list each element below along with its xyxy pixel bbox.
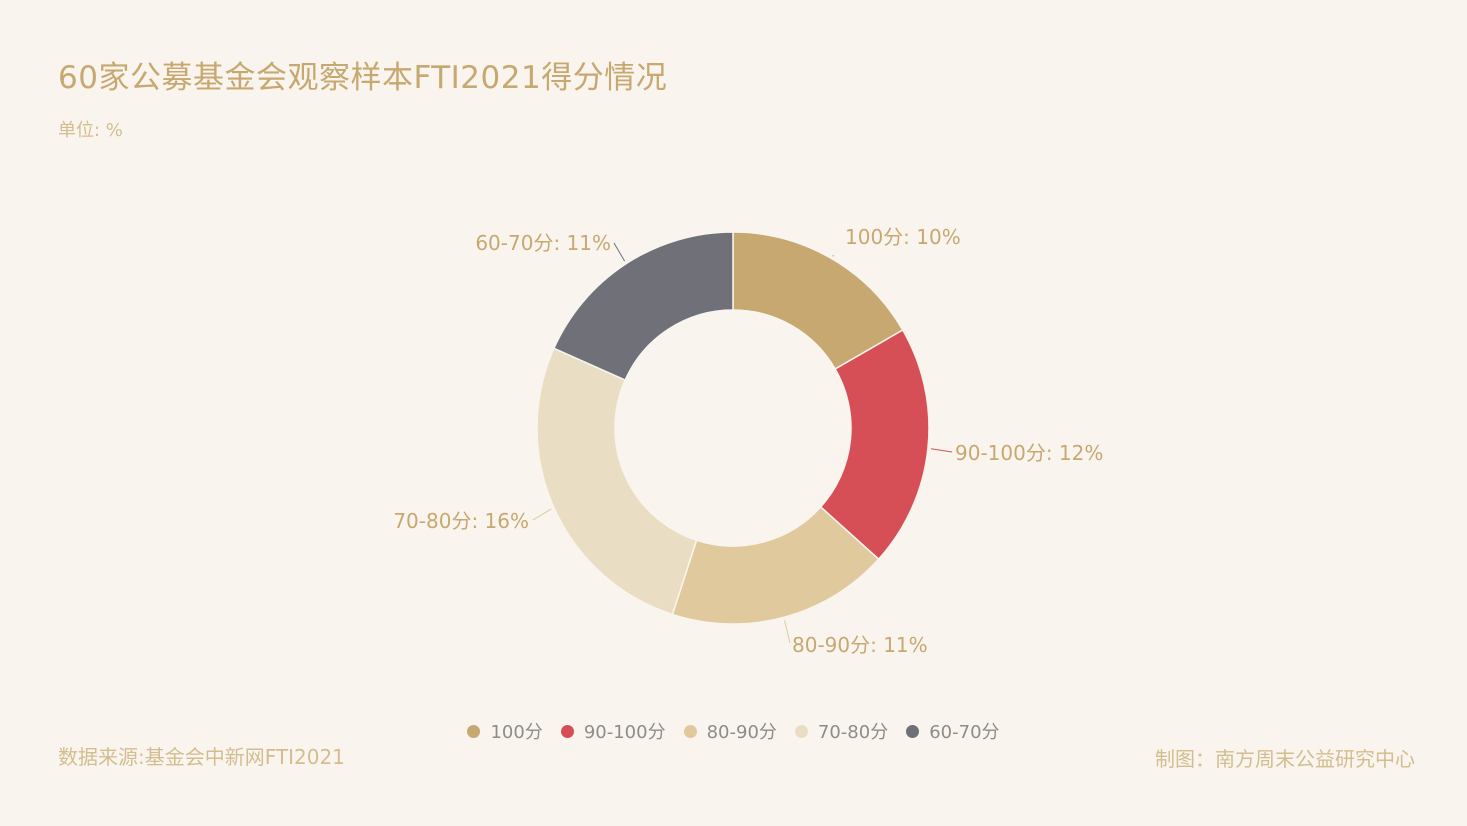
legend-swatch-3: [794, 724, 808, 738]
legend-label-2: 80-90分: [706, 722, 777, 743]
legend-swatch-0: [467, 724, 481, 738]
legend-item-1[interactable]: 90-100分: [560, 718, 666, 744]
leader-line-3: [532, 508, 552, 521]
donut-slice-4: [552, 231, 734, 381]
data-label-4: 60-70分: 11%: [475, 231, 611, 255]
legend-item-3[interactable]: 70-80分: [794, 718, 889, 744]
data-label-1: 90-100分: 12%: [955, 441, 1103, 465]
legend-item-4[interactable]: 60-70分: [906, 718, 1000, 744]
legend-swatch-2: [683, 724, 697, 738]
legend-label-3: 70-80分: [817, 722, 889, 743]
source-note: 数据来源:基金会中新网FTI2021: [58, 745, 345, 769]
legend-label-1: 90-100分: [583, 722, 666, 743]
leader-line-4: [613, 242, 626, 262]
legend-item-0[interactable]: 100分: [467, 718, 543, 744]
leader-line-1: [930, 448, 953, 453]
legend-swatch-1: [560, 724, 574, 738]
data-label-3: 70-80分: 16%: [393, 509, 529, 533]
legend-label-0: 100分: [490, 722, 543, 743]
chart-title: 60家公募基金会观察样本FTI2021得分情况: [58, 60, 668, 96]
credit-note: 制图：南方周末公益研究中心: [1155, 747, 1415, 771]
data-label-0: 100分: 10%: [845, 225, 961, 249]
legend-swatch-4: [906, 724, 920, 738]
chart-unit: 单位: %: [58, 120, 123, 141]
leader-line-2: [784, 620, 791, 644]
donut-slice-1: [819, 328, 930, 561]
chart-legend: 100分 90-100分 80-90分 70-80分 60-70分: [0, 718, 1467, 744]
data-label-2: 80-90分: 11%: [792, 633, 928, 657]
donut-slice-3: [536, 347, 698, 616]
legend-item-2[interactable]: 80-90分: [683, 718, 777, 744]
legend-label-4: 60-70分: [929, 722, 1000, 743]
